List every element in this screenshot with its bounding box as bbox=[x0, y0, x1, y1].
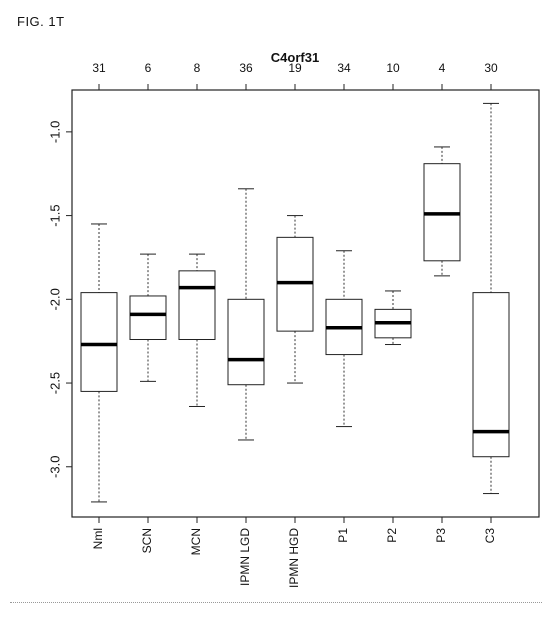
category-label: SCN bbox=[140, 528, 154, 553]
category-label: P3 bbox=[434, 528, 448, 543]
box bbox=[81, 293, 117, 392]
y-tick-label: -1.5 bbox=[47, 204, 62, 226]
box bbox=[228, 299, 264, 384]
y-axis: -1.0 -1.5 -2.0 -2.5 -3.0 bbox=[47, 121, 72, 478]
count-label: 19 bbox=[288, 61, 302, 75]
y-tick-label: -2.5 bbox=[47, 372, 62, 394]
y-tick-label: -1.0 bbox=[47, 121, 62, 143]
count-label: 36 bbox=[239, 61, 253, 75]
y-tick-label: -3.0 bbox=[47, 456, 62, 478]
x-axis: Nml SCN MCN IPMN LGD IPMN HGD P1 P2 P3 C3 bbox=[91, 517, 497, 588]
category-label: Nml bbox=[91, 528, 105, 549]
count-label: 8 bbox=[194, 61, 201, 75]
count-label: 30 bbox=[484, 61, 498, 75]
category-label: MCN bbox=[189, 528, 203, 555]
category-label: IPMN HGD bbox=[287, 528, 301, 588]
count-label: 34 bbox=[337, 61, 351, 75]
box-series bbox=[81, 103, 509, 502]
category-label: P1 bbox=[336, 528, 350, 543]
top-count-axis: 31 6 8 36 19 34 10 4 30 bbox=[92, 61, 498, 90]
page-rule bbox=[10, 602, 542, 603]
box bbox=[130, 296, 166, 340]
count-label: 6 bbox=[145, 61, 152, 75]
count-label: 31 bbox=[92, 61, 106, 75]
category-label: IPMN LGD bbox=[238, 528, 252, 586]
count-label: 10 bbox=[386, 61, 400, 75]
count-label: 4 bbox=[439, 61, 446, 75]
category-label: C3 bbox=[483, 528, 497, 544]
box bbox=[179, 271, 215, 340]
y-tick-label: -2.0 bbox=[47, 288, 62, 310]
category-label: P2 bbox=[385, 528, 399, 543]
